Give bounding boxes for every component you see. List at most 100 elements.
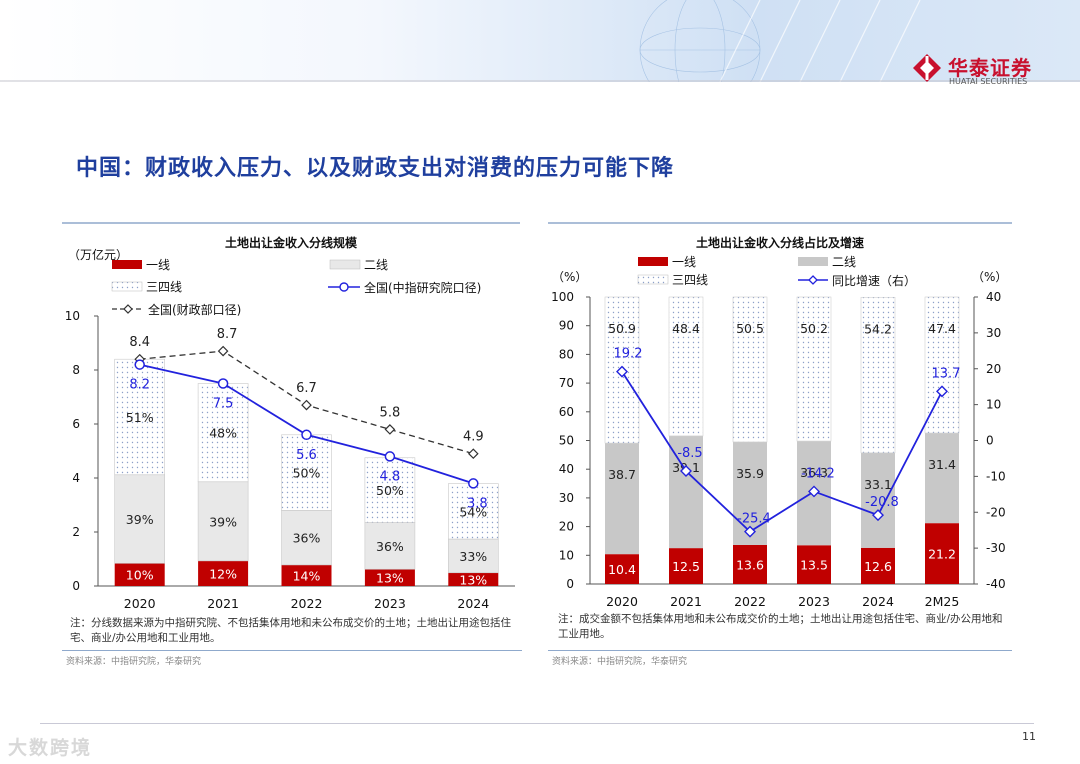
- legend-label-tier2: 二线: [364, 258, 388, 272]
- chart2-x-tick-label: 2023: [798, 594, 830, 609]
- chart1-seg-label-tier34: 54%: [459, 504, 487, 519]
- chart1-label-national-cric: 8.2: [129, 378, 150, 393]
- chart1-point-national-mof: [217, 345, 229, 357]
- legend-label-yoy: 同比增速（右）: [832, 273, 916, 288]
- chart1-label-national-mof: 8.7: [217, 327, 238, 342]
- chart2-bar-tier1: [861, 547, 895, 584]
- chart1-y-tick-label: 6: [72, 417, 80, 431]
- chart2-seg-label-tier34: 50.2: [800, 321, 828, 336]
- chart2-bar-tier2: [861, 452, 895, 548]
- chart2-y2-tick-label: 30: [986, 326, 1001, 340]
- chart2-bar-tier34: [860, 296, 896, 454]
- chart1-bar-tier2: [447, 538, 499, 574]
- chart2-bottom-rule: [548, 650, 1012, 651]
- chart2-x-tick-label: 2022: [734, 594, 766, 609]
- chart2-x-tick-label: 2M25: [925, 594, 960, 609]
- chart2-y-tick-label: 30: [559, 491, 574, 505]
- chart1-y-tick-label: 0: [72, 579, 80, 593]
- chart1-label-national-cric: 3.8: [467, 496, 488, 511]
- chart1-y-tick-label: 4: [72, 471, 80, 485]
- chart2-right-unit: （%）: [972, 270, 1007, 284]
- chart2-x-tick-label: 2020: [606, 594, 638, 609]
- footer-rule: [40, 723, 1034, 724]
- chart2-source: 资料来源：中指研究院，华泰研究: [552, 657, 688, 667]
- chart2-point-yoy: [680, 465, 692, 477]
- chart1-seg-label-tier1: 12%: [209, 566, 237, 581]
- chart1-bar-tier34: [114, 358, 166, 476]
- chart1-seg-label-tier34: 50%: [293, 466, 321, 481]
- chart1-point-national-cric: [217, 378, 229, 389]
- chart1-y-tick-label: 2: [72, 525, 80, 539]
- legend-label-tier1: 一线: [672, 255, 696, 269]
- chart2-bar-tier1: [669, 548, 703, 584]
- chart2-y-tick-label: 90: [559, 319, 574, 333]
- chart1-label-national-cric: 5.6: [296, 448, 317, 463]
- legend-label-tier34: 三四线: [146, 280, 182, 294]
- land-revenue-scale-chart: 土地出让金收入分线规模 （万亿元） 一线 二线 三四线 全国(中指研究院口径) …: [62, 222, 520, 611]
- chart2-y2-tick-label: -10: [986, 469, 1006, 483]
- chart1-point-national-cric: [468, 478, 479, 489]
- chart1-source: 资料来源：中指研究院，华泰研究: [66, 657, 202, 667]
- chart2-seg-label-tier2: 33.1: [864, 477, 892, 492]
- legend-swatch-tier34: [637, 274, 669, 285]
- chart1-seg-label-tier2: 39%: [126, 512, 154, 527]
- chart2-left-unit: （%）: [552, 270, 587, 284]
- page-number: 11: [1022, 730, 1036, 743]
- chart1-label-national-mof: 4.9: [463, 430, 484, 445]
- brand-name: 华泰证券: [948, 56, 1032, 80]
- chart2-label-yoy: -20.8: [865, 495, 899, 510]
- chart2-plot: 0 10 20 30 40 50 60 70 80 90 100 -40 -30 -20 -10 0 10 20 3…: [551, 290, 1006, 609]
- chart2-point-yoy: [936, 385, 948, 398]
- chart2-seg-label-tier1: 12.5: [672, 559, 700, 574]
- chart1-bar-tier34: [447, 483, 499, 540]
- chart2-label-yoy: -8.5: [677, 446, 702, 461]
- chart1-point-national-cric: [301, 429, 312, 441]
- chart1-label-national-mof: 8.4: [129, 335, 150, 350]
- brand-logo: 华泰证券 HUATAI SECURITIES: [912, 50, 1042, 90]
- chart2-point-yoy: [808, 485, 820, 498]
- chart2-seg-label-tier34: 50.9: [608, 321, 636, 336]
- chart1-seg-label-tier34: 48%: [209, 426, 237, 441]
- legend-swatch-tier1: [638, 257, 668, 266]
- chart2-seg-label-tier1: 10.4: [608, 562, 636, 577]
- chart1-point-national-mof: [384, 424, 396, 435]
- chart2-seg-label-tier1: 13.6: [736, 557, 764, 572]
- chart2-bar-tier34: [924, 296, 960, 434]
- chart1-bar-tier34: [364, 457, 416, 523]
- chart2-bar-tier2: [925, 433, 959, 524]
- chart2-note: 注：成交金额不包括集体用地和未公布成交价的土地；土地出让用途包括住宅、商业/办公…: [558, 613, 1003, 640]
- chart2-seg-label-tier34: 50.5: [736, 321, 764, 336]
- chart1-seg-label-tier34: 50%: [376, 483, 404, 498]
- chart1-x-tick-label: 2022: [291, 596, 323, 611]
- chart1-title: 土地出让金收入分线规模: [225, 235, 358, 250]
- chart1-bar-tier34: [281, 434, 332, 511]
- chart1-label-national-mof: 5.8: [380, 405, 401, 420]
- chart2-seg-label-tier1: 12.6: [864, 559, 892, 574]
- chart1-note: 注：分线数据来源为中指研究院、不包括集体用地和未公布成交价的土地；土地出让用途包…: [70, 617, 511, 644]
- chart1-bar-tier1: [114, 563, 165, 586]
- chart2-seg-label-tier2: 38.7: [608, 467, 636, 482]
- chart1-seg-label-tier1: 13%: [459, 572, 487, 587]
- chart2-seg-label-tier34: 54.2: [864, 321, 892, 336]
- chart2-seg-label-tier1: 21.2: [928, 547, 956, 562]
- legend-label-tier1: 一线: [146, 258, 170, 272]
- chart1-label-national-cric: 7.5: [213, 397, 234, 412]
- chart1-plot: 0 2 4 6 8 10 10% 39% 51% 2020 12% 39% 48% 2021 14% 36% 5…: [65, 309, 515, 611]
- chart2-y-tick-label: 70: [559, 376, 574, 390]
- chart2-legend: 一线 二线 三四线 同比增速（右）: [637, 255, 916, 288]
- chart2-seg-label-tier2: 31.4: [928, 457, 956, 472]
- chart2-x-tick-label: 2024: [862, 594, 894, 609]
- chart2-seg-label-tier1: 13.5: [800, 558, 828, 573]
- chart2-seg-label-tier2: 36.3: [800, 465, 828, 480]
- legend-swatch-tier2: [329, 259, 361, 270]
- header-band: [0, 0, 1080, 82]
- chart1-label-national-cric: 4.8: [380, 469, 401, 484]
- chart1-bar-tier1: [448, 572, 499, 586]
- chart2-seg-label-tier34: 48.4: [672, 321, 700, 336]
- chart2-bar-tier1: [925, 523, 959, 584]
- chart2-y-tick-label: 100: [551, 290, 574, 304]
- chart2-seg-label-tier34: 47.4: [928, 321, 956, 336]
- legend-swatch-tier34: [111, 281, 143, 292]
- chart2-label-yoy: -25.4: [737, 512, 771, 527]
- chart2-bar-tier1: [733, 544, 767, 584]
